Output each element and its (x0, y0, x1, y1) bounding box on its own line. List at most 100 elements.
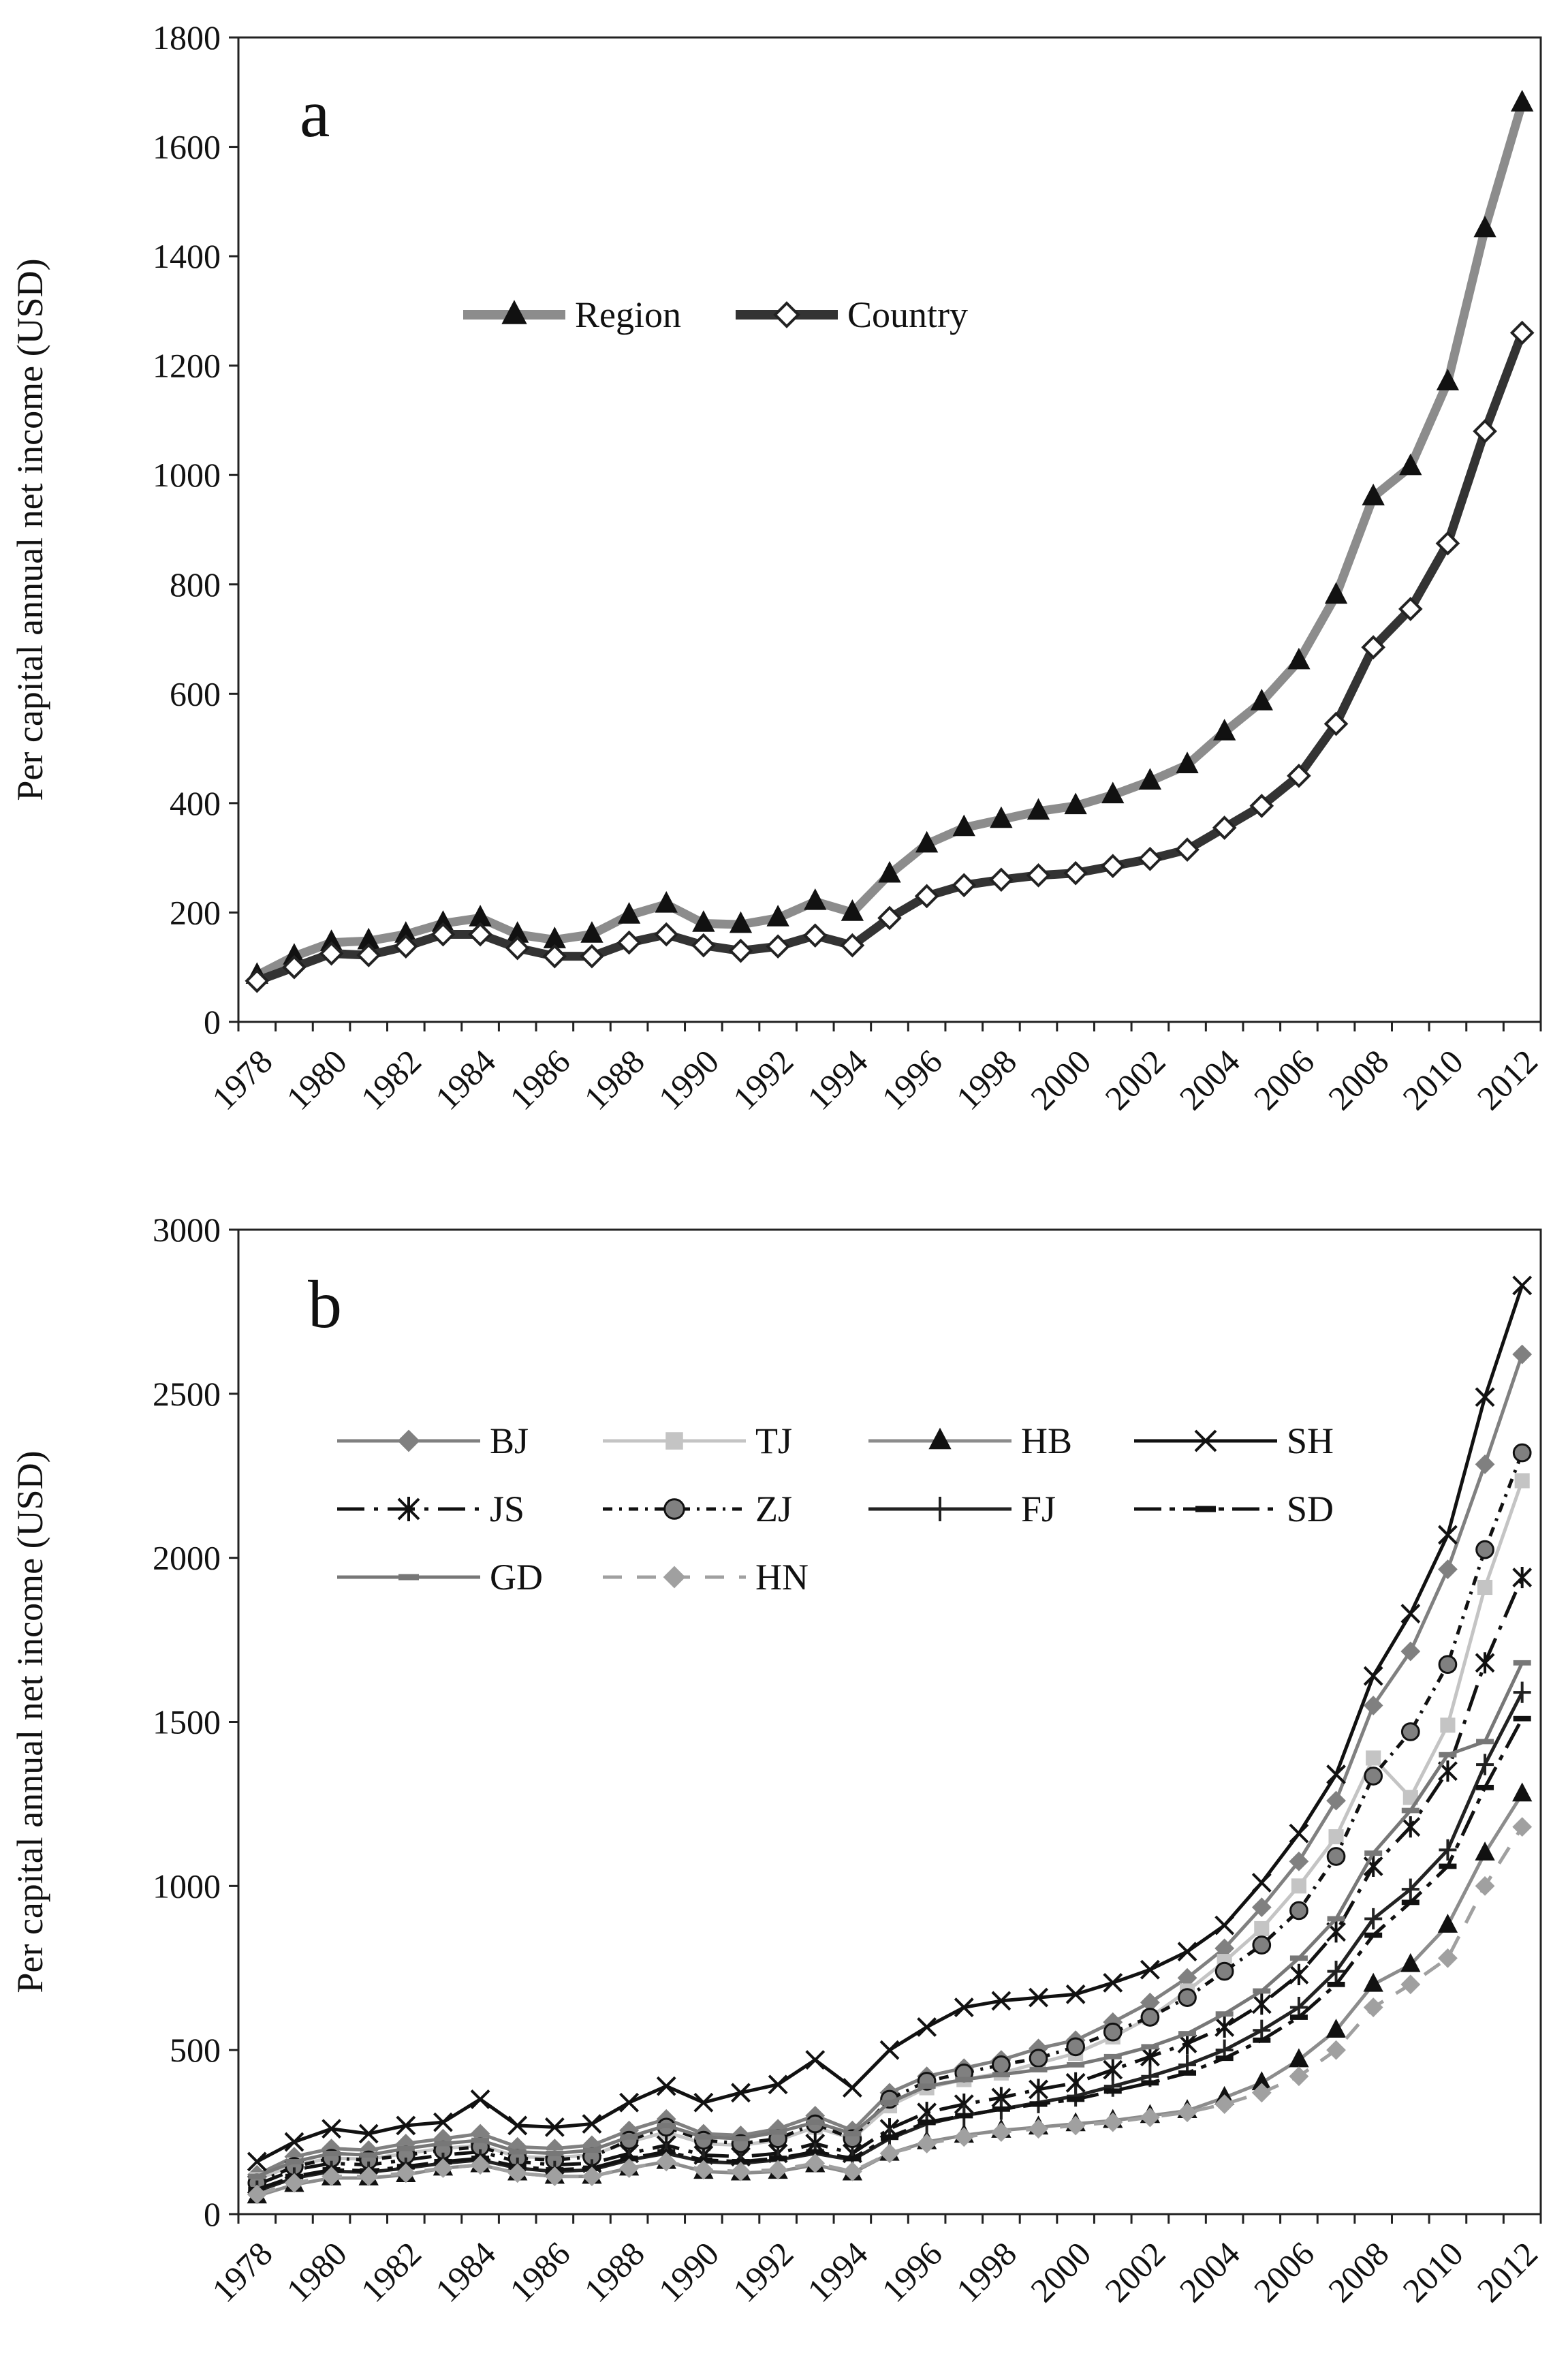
point-ZJ-2001 (1103, 2022, 1123, 2042)
point-Country-2006 (1287, 763, 1311, 788)
legend-marker-HN (663, 1566, 686, 1589)
point-HN-2004 (1214, 2094, 1235, 2115)
point-BJ-2010 (1438, 1559, 1458, 1579)
point-HN-2010 (1438, 1948, 1458, 1968)
y-tick-label-0: 0 (204, 1003, 221, 1041)
point-BJ-2009 (1400, 1641, 1421, 1662)
point-HN-1997 (954, 2127, 974, 2147)
x-tick-label-1980: 1980 (279, 1042, 354, 1117)
point-SH-1990 (693, 2092, 714, 2113)
x-tick-label-2006: 2006 (1246, 1042, 1321, 1117)
point-HN-1979 (284, 2173, 304, 2193)
point-GD-1988 (620, 2134, 638, 2140)
y-tick-label-200: 200 (170, 893, 221, 931)
point-SD-2005 (1253, 2037, 1271, 2043)
point-Country-1994 (840, 933, 865, 958)
point-Country-1982 (394, 934, 418, 959)
point-TJ-2006 (1291, 1878, 1306, 1894)
point-HB-2010 (1437, 1914, 1458, 1933)
point-ZJ-2000 (1066, 2037, 1085, 2057)
y-tick-label-2000: 2000 (153, 1539, 221, 1577)
point-SD-2000 (1067, 2096, 1085, 2102)
legend-item-Country: Country (736, 294, 968, 335)
point-SH-1982 (396, 2115, 416, 2136)
x-tick-label-1994: 1994 (800, 1042, 875, 1117)
point-ZJ-2009 (1400, 1722, 1420, 1741)
x-tick-label-2004: 2004 (1172, 1042, 1247, 1117)
point-SH-1984 (470, 2089, 490, 2109)
x-tick-label-1978: 1978 (204, 2235, 279, 2309)
x-tick-label-2002: 2002 (1097, 2235, 1172, 2309)
point-ZJ-2008 (1364, 1767, 1383, 1786)
point-FJ-2008 (1364, 1908, 1383, 1930)
series-HN (247, 1817, 1533, 2205)
series-Country (245, 320, 1535, 993)
legend-label-Region: Region (575, 294, 681, 335)
legend-label-ZJ: ZJ (755, 1489, 792, 1529)
point-SD-1994 (843, 2156, 862, 2162)
x-tick-label-1998: 1998 (949, 1042, 1024, 1117)
x-tick-label-2010: 2010 (1395, 1042, 1470, 1117)
point-Country-1997 (952, 873, 977, 898)
point-GD-1984 (471, 2137, 490, 2143)
point-SD-2007 (1327, 1981, 1345, 1987)
point-Region-2004 (1213, 719, 1236, 741)
point-HN-1987 (582, 2166, 602, 2187)
y-tick-label-2500: 2500 (153, 1375, 221, 1413)
x-tick-label-1986: 1986 (502, 2235, 577, 2309)
legend-item-HN: HN (603, 1557, 809, 1598)
legend-marker-GD (398, 1574, 419, 1581)
point-SH-1983 (433, 2112, 453, 2132)
legend: Region Country (463, 294, 968, 335)
point-FJ-2000 (1067, 2085, 1085, 2107)
point-GD-1979 (285, 2159, 303, 2164)
point-HN-2007 (1326, 2040, 1346, 2060)
legend-label-FJ: FJ (1021, 1489, 1056, 1529)
point-GD-1991 (732, 2136, 750, 2142)
point-HB-2007 (1326, 2019, 1347, 2038)
point-GD-2012 (1513, 1660, 1531, 1666)
point-Country-2007 (1323, 711, 1349, 736)
point-Region-2007 (1324, 582, 1348, 604)
x-tick-label-1986: 1986 (502, 1042, 577, 1117)
point-HN-1985 (507, 2163, 528, 2183)
point-Country-1999 (1026, 863, 1051, 888)
point-GD-1995 (881, 2100, 898, 2106)
series-line-Region (255, 102, 1526, 980)
point-ZJ-2006 (1289, 1901, 1308, 1920)
point-Region-2000 (1064, 792, 1087, 815)
point-Region-1995 (878, 860, 901, 883)
point-BJ-2007 (1326, 1790, 1346, 1811)
point-JS-2004 (1214, 2016, 1235, 2038)
x-tick-label-2008: 2008 (1321, 1042, 1396, 1117)
point-GD-1994 (843, 2131, 862, 2136)
series-GD (248, 1660, 1531, 2179)
point-HB-2006 (1289, 2048, 1309, 2068)
point-Country-1991 (728, 938, 753, 963)
x-tick-label-2002: 2002 (1097, 1042, 1172, 1117)
point-BJ-2012 (1512, 1344, 1533, 1365)
legend-label-GD: GD (490, 1557, 543, 1598)
point-Region-2001 (1101, 781, 1125, 804)
point-HN-2011 (1475, 1876, 1495, 1896)
point-Country-1978 (245, 968, 270, 993)
point-SD-1991 (732, 2159, 750, 2164)
y-tick-label-1800: 1800 (153, 18, 221, 57)
point-Country-1996 (914, 884, 939, 909)
point-SD-1993 (806, 2149, 824, 2155)
point-JS-2011 (1475, 1652, 1495, 1674)
point-GD-1982 (396, 2145, 415, 2151)
point-ZJ-2005 (1252, 1935, 1272, 1955)
point-Country-2005 (1249, 794, 1274, 818)
point-ZJ-2007 (1326, 1847, 1346, 1866)
point-Country-1985 (505, 935, 530, 961)
point-Region-1996 (915, 830, 939, 853)
point-SH-2002 (1140, 1959, 1160, 1980)
point-SD-2011 (1476, 1784, 1494, 1790)
point-JS-2003 (1177, 2032, 1197, 2055)
point-SH-2011 (1475, 1387, 1495, 1407)
point-GD-1978 (248, 2173, 266, 2179)
point-SD-2008 (1364, 1932, 1383, 1938)
x-tick-label-1992: 1992 (725, 1042, 800, 1117)
x-tick-label-1984: 1984 (428, 2235, 503, 2309)
